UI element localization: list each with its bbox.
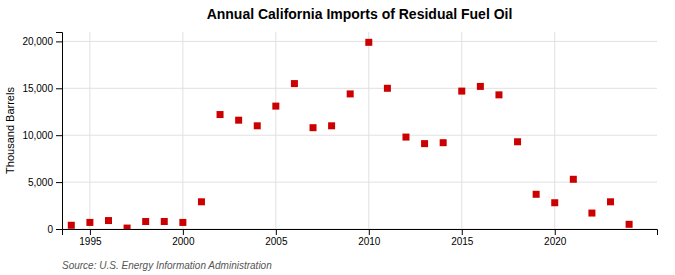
x-axis: 1995 2000 2005 2010 2015 2020 (63, 229, 658, 247)
point (514, 138, 521, 145)
x-tick: 1995 (79, 229, 102, 247)
x-tick: 2000 (172, 229, 195, 247)
x-tick: 2020 (544, 229, 567, 247)
y-tick-label: 0 (47, 224, 53, 235)
y-tick: 15,000 (22, 83, 62, 94)
point (495, 91, 502, 98)
x-grid-line (182, 32, 183, 229)
x-grid-line (89, 32, 90, 229)
point (142, 218, 149, 225)
x-tick-label: 2015 (451, 236, 474, 247)
x-grid-line (461, 32, 462, 229)
y-tick-mark (56, 88, 62, 89)
point (365, 39, 372, 46)
point (440, 139, 447, 146)
point (291, 80, 298, 87)
point (161, 218, 168, 225)
point (86, 219, 93, 226)
chart: 1995 2000 2005 2010 2015 2020 0 5,000 10,000 15,0… (0, 0, 675, 275)
point (588, 210, 595, 217)
point (254, 122, 261, 129)
grid (62, 32, 657, 229)
y-tick-mark (56, 41, 62, 42)
x-tick: 2010 (358, 229, 381, 247)
y-tick-label: 15,000 (22, 83, 53, 94)
point (626, 221, 633, 228)
y-axis-title: Thousand Barrels (4, 87, 16, 174)
point (347, 90, 354, 97)
x-tick-label: 2005 (265, 236, 288, 247)
x-tick-mark (369, 229, 370, 235)
title: Annual California Imports of Residual Fu… (207, 6, 513, 22)
x-tick-label: 2000 (172, 236, 195, 247)
point (607, 198, 614, 205)
x-tick-mark (183, 229, 184, 235)
point (310, 124, 317, 131)
x-tick-label: 2010 (358, 236, 381, 247)
x-tick-mark (555, 229, 556, 235)
y-grid-line (62, 182, 657, 183)
x-tick: 2005 (265, 229, 288, 247)
point (533, 191, 540, 198)
x-tick-mark (462, 229, 463, 235)
plot: 1995 2000 2005 2010 2015 2020 0 5,000 10,000 15,0… (22, 32, 657, 247)
point (570, 176, 577, 183)
y-tick: 20,000 (22, 36, 62, 47)
x-grid-line (368, 32, 369, 229)
y-axis: 0 5,000 10,000 15,000 20,000 (22, 33, 62, 235)
point (105, 217, 112, 224)
y-tick-mark (56, 135, 62, 136)
x-axis-line (63, 230, 658, 236)
point (328, 122, 335, 129)
x-tick: 2015 (451, 229, 474, 247)
point (551, 199, 558, 206)
x-tick-mark (90, 229, 91, 235)
y-tick-mark (56, 182, 62, 183)
source: Source: U.S. Energy Information Administ… (62, 260, 272, 271)
point (421, 140, 428, 147)
point (458, 88, 465, 95)
point (272, 103, 279, 110)
point (179, 219, 186, 226)
y-tick: 10,000 (22, 130, 62, 141)
point (68, 222, 75, 229)
point (402, 134, 409, 141)
y-tick-label: 10,000 (22, 130, 53, 141)
y-tick-label: 5,000 (28, 177, 53, 188)
y-grid-line (62, 135, 657, 136)
y-grid-line (62, 41, 657, 42)
x-tick-mark (276, 229, 277, 235)
point (477, 83, 484, 90)
point (235, 117, 242, 124)
point (198, 198, 205, 205)
point (217, 111, 224, 118)
y-tick: 5,000 (28, 177, 62, 188)
y-grid-line (62, 88, 657, 89)
y-tick-mark (56, 229, 62, 230)
y-tick-label: 20,000 (22, 36, 53, 47)
point (124, 225, 131, 229)
y-tick: 0 (47, 224, 62, 235)
points (68, 39, 633, 229)
x-tick-label: 2020 (544, 236, 567, 247)
x-grid-line (275, 32, 276, 229)
point (384, 85, 391, 92)
x-tick-label: 1995 (79, 236, 102, 247)
y-axis-line (56, 33, 63, 230)
